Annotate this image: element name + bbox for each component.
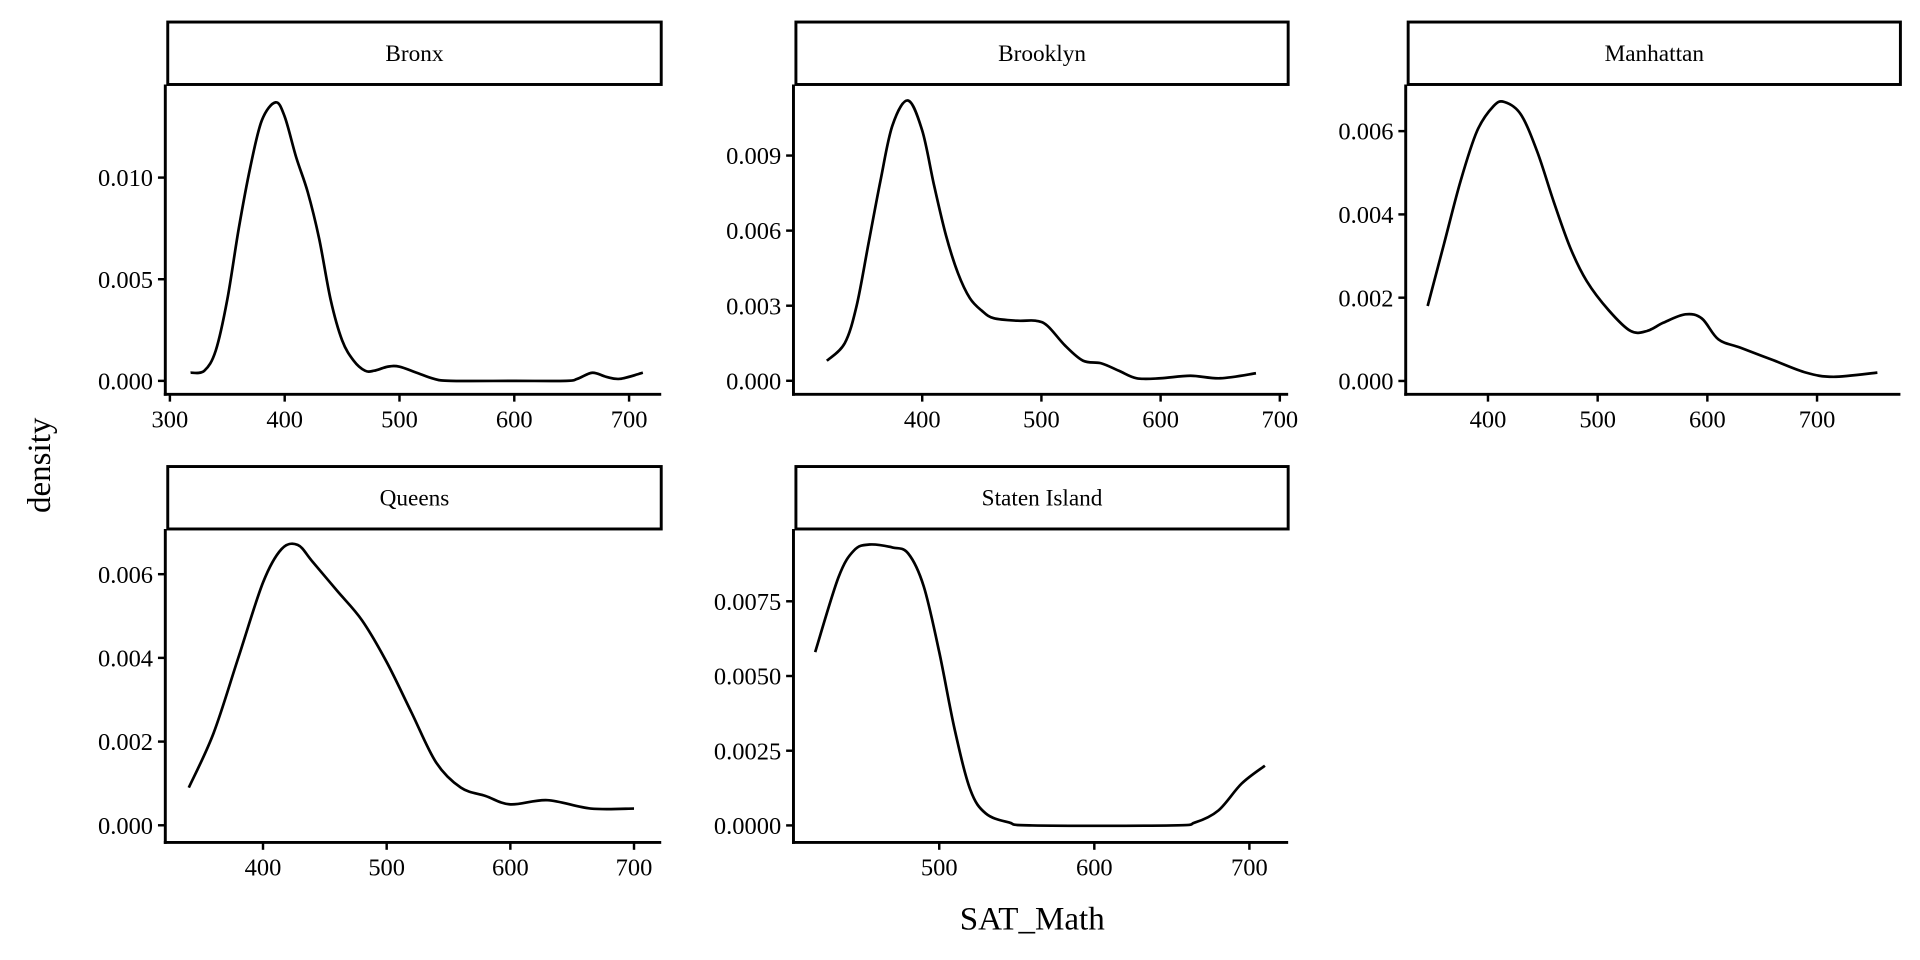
facet-strip xyxy=(166,20,663,86)
facet-strip xyxy=(1406,20,1902,86)
y-tick-label: 0.000 xyxy=(726,368,781,395)
density-line-queens xyxy=(187,542,635,811)
x-tick-label: 600 xyxy=(496,406,533,433)
x-tick-label: 500 xyxy=(381,406,418,433)
x-tick-label: 500 xyxy=(921,855,958,882)
density-line-staten-island xyxy=(813,543,1266,828)
x-tick-label: 600 xyxy=(1142,406,1179,433)
x-tick-label: 700 xyxy=(1231,855,1268,882)
y-tick-label: 0.0000 xyxy=(714,813,781,840)
facet-strip xyxy=(166,465,663,531)
x-tick-label: 700 xyxy=(1261,406,1298,433)
y-tick-label: 0.006 xyxy=(98,562,153,589)
y-tick-label: 0.004 xyxy=(1338,202,1393,229)
facet-strip-label: Manhattan xyxy=(1605,41,1705,67)
facet-strip-label: Brooklyn xyxy=(998,41,1086,67)
y-tick-label: 0.000 xyxy=(98,813,153,840)
panel-brooklyn: Brooklyn 0.000 0.003 0.006 0.009 400 500 600 700 xyxy=(726,20,1298,433)
panel-queens: Queens 0.000 0.002 0.004 0.006 400 500 600 700 xyxy=(98,465,663,882)
x-tick-label: 500 xyxy=(1023,406,1060,433)
facet-strip-label: Bronx xyxy=(385,41,443,67)
panel-staten-island: Staten Island 0.0000 0.0025 0.0050 0.0075 500… xyxy=(714,465,1290,882)
x-tick-label: 300 xyxy=(152,406,189,433)
x-tick-label: 400 xyxy=(266,406,303,433)
y-tick-label: 0.002 xyxy=(98,729,153,756)
x-tick-label: 700 xyxy=(611,406,648,433)
x-tick-label: 600 xyxy=(1689,406,1726,433)
x-tick-label: 500 xyxy=(368,855,405,882)
facet-strip-label: Queens xyxy=(380,486,450,512)
facet-strip-label: Staten Island xyxy=(982,486,1103,512)
x-tick-label: 400 xyxy=(245,855,282,882)
density-line-bronx xyxy=(190,101,644,383)
density-line-brooklyn xyxy=(825,99,1257,381)
facet-strip xyxy=(794,465,1290,531)
x-axis-title: SAT_Math xyxy=(960,901,1106,937)
y-tick-label: 0.0025 xyxy=(714,738,781,765)
x-tick-label: 700 xyxy=(1799,406,1836,433)
x-tick-label: 700 xyxy=(616,855,653,882)
x-tick-label: 400 xyxy=(904,406,941,433)
y-tick-label: 0.0050 xyxy=(714,664,781,691)
y-tick-label: 0.009 xyxy=(726,143,781,170)
y-tick-label: 0.006 xyxy=(1338,119,1393,146)
y-tick-label: 0.002 xyxy=(1338,285,1393,312)
x-tick-label: 600 xyxy=(492,855,529,882)
panel-manhattan: Manhattan 0.000 0.002 0.004 0.006 400 500 600 70… xyxy=(1338,20,1902,433)
y-tick-label: 0.006 xyxy=(726,218,781,245)
y-tick-label: 0.000 xyxy=(1338,369,1393,396)
density-line-manhattan xyxy=(1426,100,1878,379)
y-tick-label: 0.003 xyxy=(726,293,781,320)
y-tick-label: 0.010 xyxy=(98,165,153,192)
facet-strip xyxy=(794,20,1290,86)
y-tick-label: 0.004 xyxy=(98,645,153,672)
y-tick-label: 0.0075 xyxy=(714,589,781,616)
panel-bronx: Bronx 0.000 0.005 0.010 300 400 500 600 700 xyxy=(98,20,663,433)
y-tick-label: 0.000 xyxy=(98,368,153,395)
x-tick-label: 600 xyxy=(1076,855,1113,882)
x-tick-label: 400 xyxy=(1470,406,1507,433)
y-axis-title: density xyxy=(22,417,58,513)
y-tick-label: 0.005 xyxy=(98,267,153,294)
x-tick-label: 500 xyxy=(1579,406,1616,433)
